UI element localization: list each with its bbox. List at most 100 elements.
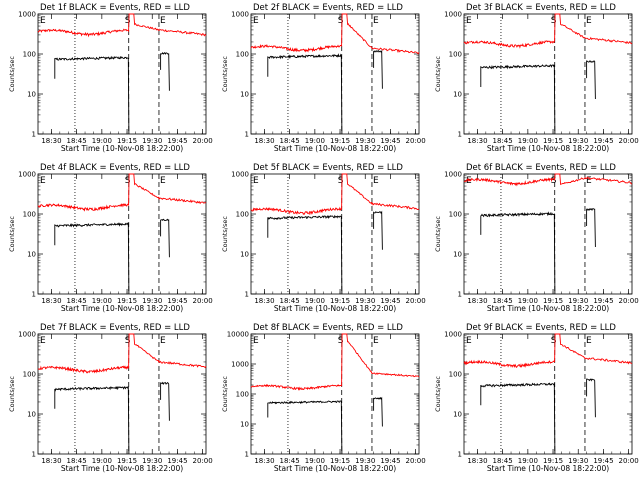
x-axis-label: Start Time (10-Nov-08 18:22:00) (487, 304, 609, 313)
lld-series-line (463, 173, 632, 187)
x-tick-label: 18:45 (67, 137, 87, 145)
y-tick-label: 1000 (18, 171, 36, 179)
y-tick-label: 100 (236, 211, 249, 219)
chart-panel: Det 6f BLACK = Events, RED = LLD 1 10 100 10… (434, 163, 639, 313)
x-tick-label: 19:00 (305, 297, 325, 305)
x-tick-label: 18:45 (67, 457, 87, 465)
y-tick-label: 100 (236, 391, 249, 399)
x-tick-label: 19:45 (167, 457, 187, 465)
y-tick-label: 100 (23, 51, 36, 59)
x-tick-label: 19:15 (117, 457, 137, 465)
y-tick-label: 100 (236, 51, 249, 59)
events-series-line (586, 207, 596, 248)
x-tick-label: 18:30 (254, 457, 274, 465)
y-tick-label: 1 (245, 131, 249, 139)
marker-label: E (160, 176, 166, 186)
y-axis-label: Counts/sec (8, 56, 16, 92)
x-axis-label: Start Time (10-Nov-08 18:22:00) (274, 144, 396, 153)
x-tick-label: 19:45 (593, 457, 613, 465)
x-axis-label: Start Time (10-Nov-08 18:22:00) (487, 144, 609, 153)
x-tick-label: 18:45 (280, 457, 300, 465)
x-tick-label: 19:45 (380, 457, 400, 465)
events-series-line (480, 211, 556, 295)
y-tick-label: 10 (27, 411, 36, 419)
y-tick-label: 100 (23, 371, 36, 379)
x-tick-label: 18:45 (280, 297, 300, 305)
chart-panel: Det 9f BLACK = Events, RED = LLD 1 10 100 10… (434, 323, 639, 473)
x-tick-label: 19:30 (355, 297, 375, 305)
plot-frame (37, 13, 207, 135)
y-tick-label: 1000 (231, 361, 249, 369)
plot-frame (37, 173, 207, 295)
y-tick-label: 1 (32, 291, 36, 299)
marker-label: S (551, 176, 557, 186)
y-tick-label: 100 (449, 211, 462, 219)
events-series-line (373, 396, 383, 427)
y-tick-label: 10 (240, 91, 249, 99)
x-tick-label: 19:00 (305, 457, 325, 465)
y-tick-label: 1000 (444, 11, 462, 19)
lld-series-line (37, 173, 207, 212)
x-axis-label: Start Time (10-Nov-08 18:22:00) (61, 464, 183, 473)
marker-label: E (253, 16, 259, 26)
x-axis-label: Start Time (10-Nov-08 18:22:00) (274, 304, 396, 313)
plot-frame (463, 333, 633, 455)
plot-frame (250, 13, 420, 135)
chart-panel: Det 5f BLACK = Events, RED = LLD 1 10 100 10… (221, 163, 426, 313)
y-axis-label: Counts/sec (434, 56, 442, 92)
x-tick-label: 19:15 (330, 297, 350, 305)
x-tick-label: 20:00 (193, 457, 213, 465)
plot-frame (250, 173, 420, 295)
marker-label: E (586, 16, 592, 26)
chart-title: Det 6f BLACK = Events, RED = LLD (466, 163, 616, 173)
x-tick-label: 19:45 (593, 297, 613, 305)
y-tick-label: 1000 (231, 171, 249, 179)
x-tick-label: 19:15 (543, 457, 563, 465)
x-tick-label: 18:45 (67, 297, 87, 305)
y-tick-label: 10 (453, 251, 462, 259)
y-axis-label: Counts/sec (221, 216, 229, 252)
chart-panel: Det 8f BLACK = Events, RED = LLD 1 10 100 10… (221, 323, 426, 473)
plot-frame (37, 333, 207, 455)
events-series-line (267, 214, 343, 295)
x-tick-label: 19:45 (167, 297, 187, 305)
lld-series-line (463, 13, 633, 49)
x-tick-label: 19:15 (330, 457, 350, 465)
events-series-line (54, 222, 130, 295)
marker-label: E (466, 16, 472, 26)
chart-title: Det 8f BLACK = Events, RED = LLD (253, 323, 403, 333)
x-tick-label: 19:45 (167, 137, 187, 145)
y-tick-label: 1 (458, 291, 462, 299)
y-axis-label: Counts/sec (8, 216, 16, 252)
marker-label: E (586, 176, 592, 186)
y-tick-label: 1 (32, 451, 36, 459)
x-tick-label: 20:00 (193, 137, 213, 145)
x-tick-label: 19:30 (142, 457, 162, 465)
x-tick-label: 19:45 (593, 137, 613, 145)
marker-label: E (160, 336, 166, 346)
plot-frame (463, 173, 633, 295)
marker-label: E (40, 336, 46, 346)
chart-panel: Det 7f BLACK = Events, RED = LLD 1 10 100 10… (8, 323, 213, 473)
x-tick-label: 19:00 (92, 297, 112, 305)
x-tick-label: 20:00 (406, 297, 426, 305)
y-tick-label: 1 (245, 451, 249, 459)
marker-label: E (160, 16, 166, 26)
y-tick-label: 1000 (18, 331, 36, 339)
x-tick-label: 18:45 (493, 457, 513, 465)
y-tick-label: 10 (27, 91, 36, 99)
events-series-line (267, 53, 343, 135)
y-axis-label: Counts/sec (221, 56, 229, 92)
x-tick-label: 19:15 (117, 137, 137, 145)
marker-label: S (338, 336, 344, 346)
chart-title: Det 2f BLACK = Events, RED = LLD (253, 3, 403, 13)
x-tick-label: 19:30 (568, 457, 588, 465)
y-tick-label: 1 (245, 291, 249, 299)
x-axis-label: Start Time (10-Nov-08 18:22:00) (487, 464, 609, 473)
marker-label: S (125, 16, 131, 26)
events-series-line (480, 64, 556, 135)
lld-series-line (37, 13, 207, 38)
y-axis-label: Counts/sec (8, 376, 16, 412)
x-tick-label: 18:30 (467, 297, 487, 305)
x-axis-label: Start Time (10-Nov-08 18:22:00) (61, 144, 183, 153)
